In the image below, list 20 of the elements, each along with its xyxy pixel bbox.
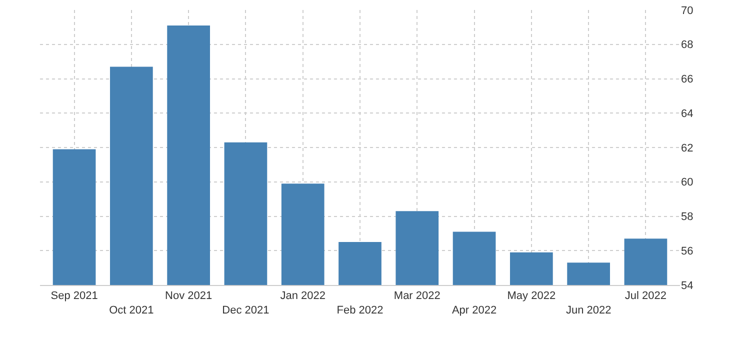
y-tick-label: 62 xyxy=(681,142,694,154)
y-tick-label: 70 xyxy=(681,4,694,17)
y-tick-label: 58 xyxy=(681,211,694,224)
x-tick-label: Mar 2022 xyxy=(394,290,440,302)
x-tick-label: Oct 2021 xyxy=(109,304,154,316)
x-tick-label: May 2022 xyxy=(507,290,556,302)
y-tick-label: 66 xyxy=(681,74,694,86)
y-tick-label: 54 xyxy=(681,280,694,292)
x-tick-label: Jul 2022 xyxy=(624,290,667,302)
x-tick-label: Dec 2021 xyxy=(222,304,270,316)
y-tick-label: 56 xyxy=(681,245,694,258)
x-tick-label: Jun 2022 xyxy=(566,304,612,316)
y-tick-label: 68 xyxy=(681,39,694,52)
x-tick-label: Nov 2021 xyxy=(165,290,212,302)
x-tick-label: Jan 2022 xyxy=(280,290,326,302)
x-tick-label: Sep 2021 xyxy=(50,290,98,302)
x-tick-label: Feb 2022 xyxy=(336,304,384,316)
x-tick-label: Apr 2022 xyxy=(452,304,497,316)
y-tick-label: 60 xyxy=(681,176,694,189)
y-tick-label: 64 xyxy=(681,108,694,120)
